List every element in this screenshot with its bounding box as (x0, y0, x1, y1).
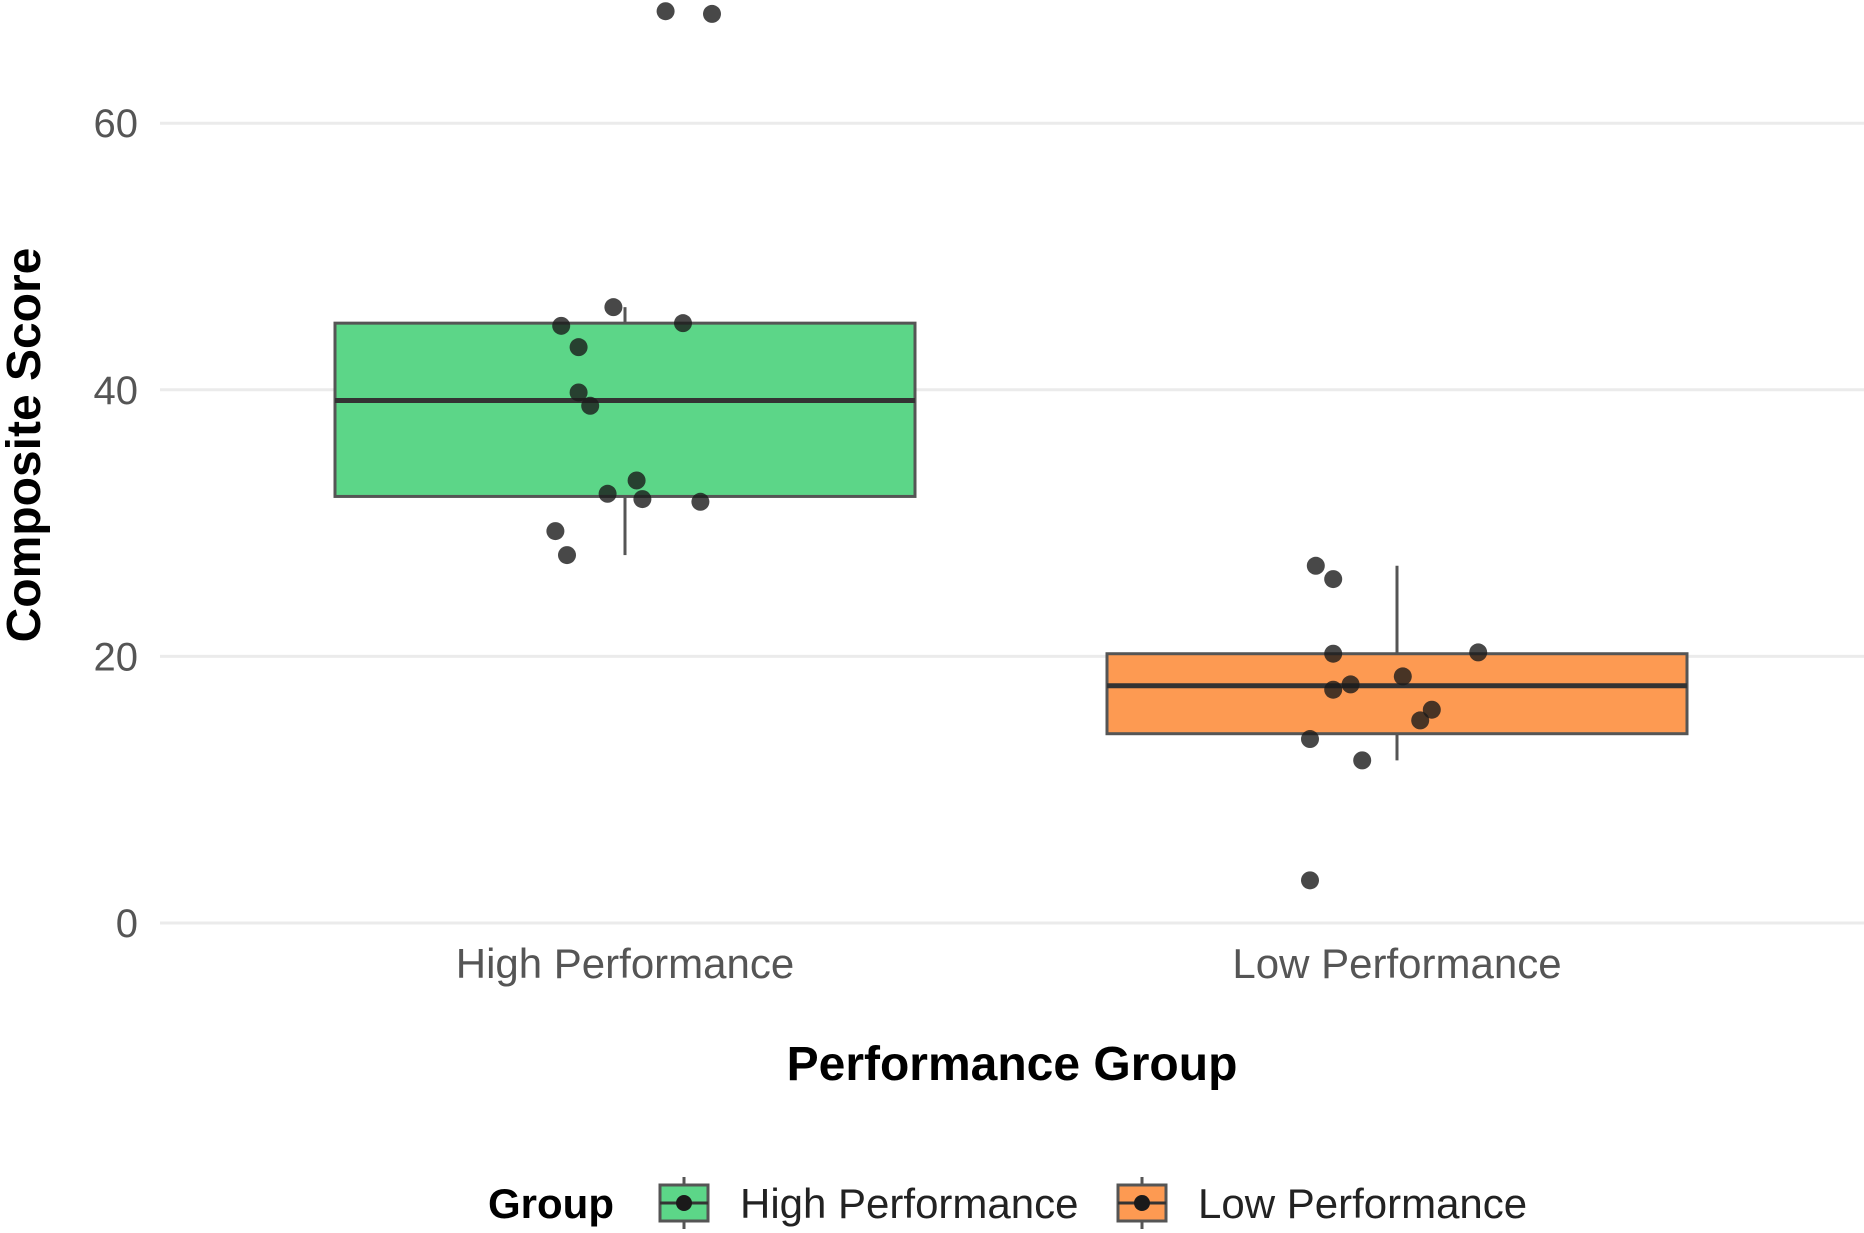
data-point (1411, 711, 1430, 730)
legend-key-point (676, 1195, 692, 1211)
data-point (569, 338, 588, 357)
x-axis-title: Performance Group (787, 1038, 1238, 1091)
x-tick-labels: High Performance Low Performance (456, 940, 1562, 987)
data-point (546, 522, 565, 541)
data-point (1469, 643, 1488, 662)
data-point (1324, 570, 1343, 589)
y-tick-label: 0 (116, 902, 138, 946)
data-point (1306, 556, 1325, 575)
data-point (656, 2, 675, 21)
data-point (581, 396, 600, 415)
legend-entry-high-performance: High Performance (658, 1177, 1078, 1229)
data-point (558, 546, 576, 565)
data-point (1422, 700, 1441, 719)
data-point (691, 492, 710, 511)
y-tick-labels: 0 20 40 60 (94, 102, 139, 946)
data-point (598, 484, 617, 503)
data-point (1353, 751, 1372, 770)
data-point (1324, 680, 1343, 699)
y-tick-label: 60 (94, 102, 139, 146)
data-point (674, 314, 692, 333)
data-point (1324, 644, 1343, 663)
box-body (333, 321, 917, 498)
grid-lines (160, 121, 1864, 925)
box-body (1105, 652, 1689, 736)
y-axis-title: Composite Score (0, 248, 51, 643)
legend-label: High Performance (740, 1180, 1078, 1227)
legend-entry-low-performance: Low Performance (1116, 1177, 1527, 1229)
boxes (333, 307, 1689, 761)
data-point (604, 298, 623, 317)
legend-title: Group (488, 1180, 614, 1227)
legend: Group High Performance Low Performance (488, 1177, 1527, 1229)
data-point (569, 383, 588, 402)
data-point (1301, 871, 1319, 890)
y-tick-label: 20 (94, 635, 139, 679)
data-point (1341, 675, 1360, 694)
legend-label: Low Performance (1198, 1180, 1527, 1227)
x-tick-label: High Performance (456, 940, 794, 987)
x-tick-label: Low Performance (1232, 940, 1561, 987)
data-point (703, 4, 721, 23)
box-high-performance (333, 307, 917, 556)
legend-key-point (1134, 1195, 1150, 1211)
data-points (546, 2, 1488, 890)
data-point (1301, 730, 1319, 749)
box-low-performance (1105, 565, 1689, 761)
data-point (627, 471, 646, 490)
data-point (633, 490, 652, 509)
data-point (552, 316, 571, 335)
data-point (1393, 667, 1412, 686)
y-tick-label: 40 (94, 369, 139, 413)
